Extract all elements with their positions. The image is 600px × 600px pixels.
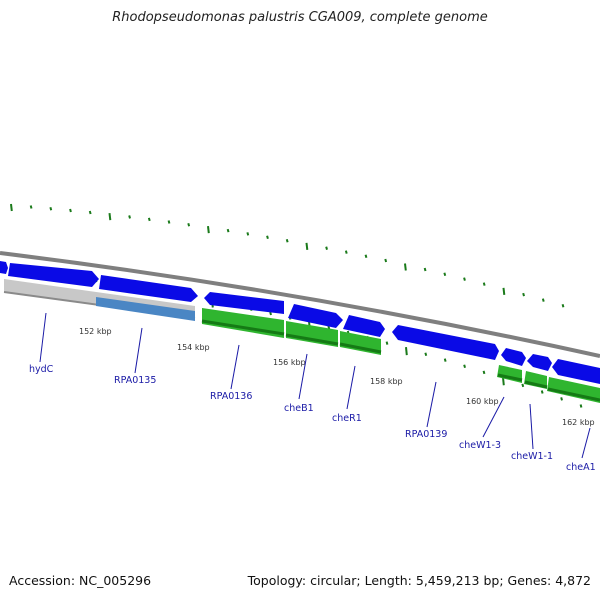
minor-tick bbox=[88, 210, 92, 215]
minor-tick bbox=[482, 282, 486, 286]
scale-label: 160 kbp bbox=[466, 397, 499, 406]
gene-arrow[interactable] bbox=[343, 315, 385, 337]
leader-line bbox=[134, 327, 143, 374]
minor-tick bbox=[561, 304, 565, 308]
major-tick bbox=[207, 225, 210, 234]
major-tick bbox=[10, 203, 13, 212]
scale-label: 158 kbp bbox=[370, 377, 403, 386]
cds-stripe bbox=[524, 380, 548, 389]
leader-line bbox=[39, 312, 47, 363]
minor-tick bbox=[541, 298, 545, 302]
cds-stripe bbox=[285, 333, 339, 346]
gene-arrow[interactable] bbox=[288, 304, 343, 328]
cds-stripe bbox=[497, 373, 523, 382]
leader-line bbox=[581, 427, 591, 459]
gene-label[interactable]: cheW1-1 bbox=[511, 451, 553, 462]
leader-line bbox=[298, 353, 308, 400]
scale-label: 162 kbp bbox=[562, 418, 595, 427]
minor-tick bbox=[463, 364, 466, 368]
gene-label[interactable]: cheW1-3 bbox=[459, 440, 501, 451]
feature-track bbox=[3, 279, 600, 403]
minor-tick bbox=[540, 390, 544, 394]
minor-tick bbox=[285, 238, 289, 243]
cds-stripe bbox=[547, 387, 600, 402]
gene-label[interactable]: RPA0135 bbox=[114, 375, 156, 386]
gene-arrow[interactable] bbox=[204, 292, 284, 314]
minor-tick bbox=[521, 383, 525, 388]
minor-tick bbox=[385, 341, 389, 345]
minor-tick bbox=[463, 277, 466, 281]
minor-tick bbox=[246, 232, 250, 236]
minor-tick bbox=[69, 208, 72, 213]
genome-backbone bbox=[0, 251, 600, 358]
gene-arrow[interactable] bbox=[527, 354, 552, 371]
gene-arrow[interactable] bbox=[392, 325, 499, 360]
major-tick bbox=[404, 263, 407, 271]
gene-arrow[interactable] bbox=[552, 359, 600, 384]
major-tick bbox=[108, 213, 112, 221]
cds-stripe bbox=[339, 342, 382, 354]
scale-label: 154 kbp bbox=[177, 343, 210, 352]
major-tick bbox=[502, 287, 506, 295]
minor-tick bbox=[443, 272, 447, 277]
minor-tick bbox=[384, 258, 388, 263]
minor-tick bbox=[443, 358, 447, 362]
gene-arrow[interactable] bbox=[99, 275, 198, 302]
minor-tick bbox=[167, 220, 171, 224]
scale-labels: 152 kbp 154 kbp 156 kbp 158 kbp 160 kbp … bbox=[79, 327, 595, 427]
cds-stripe bbox=[201, 319, 285, 336]
major-tick bbox=[405, 347, 408, 356]
minor-tick bbox=[147, 217, 151, 222]
leader-line bbox=[426, 381, 437, 428]
accession-text: Accession: NC_005296 bbox=[9, 573, 152, 588]
gene-label[interactable]: hydC bbox=[29, 364, 54, 375]
minor-tick bbox=[187, 222, 191, 227]
minor-tick bbox=[325, 246, 328, 250]
label-leaders bbox=[39, 312, 591, 459]
minor-tick bbox=[424, 352, 428, 357]
leader-line bbox=[230, 344, 240, 390]
minor-tick bbox=[579, 404, 583, 408]
leader-line bbox=[482, 396, 505, 438]
gene-label[interactable]: RPA0139 bbox=[405, 429, 447, 440]
minor-tick bbox=[226, 228, 230, 233]
outer-tick-row bbox=[10, 203, 565, 308]
minor-tick bbox=[344, 250, 348, 254]
gene-arrow[interactable] bbox=[8, 263, 99, 287]
minor-tick bbox=[266, 235, 269, 239]
gene-label[interactable]: cheR1 bbox=[332, 413, 362, 424]
minor-tick bbox=[522, 292, 525, 297]
minor-tick bbox=[269, 311, 272, 316]
gene-label[interactable]: cheA1 bbox=[566, 462, 596, 473]
gene-arrow[interactable] bbox=[501, 348, 526, 366]
major-tick bbox=[502, 377, 505, 386]
minor-tick bbox=[423, 267, 427, 272]
genome-summary-text: Topology: circular; Length: 5,459,213 bp… bbox=[247, 573, 591, 588]
minor-tick bbox=[128, 215, 131, 219]
minor-tick bbox=[482, 370, 486, 375]
leader-line bbox=[346, 365, 356, 410]
major-tick bbox=[305, 242, 309, 250]
gene-labels: hydC RPA0135 RPA0136 cheB1 cheR1 RPA0139… bbox=[29, 364, 596, 473]
leader-line bbox=[529, 403, 534, 450]
minor-tick bbox=[29, 205, 33, 209]
scale-label: 152 kbp bbox=[79, 327, 112, 336]
minor-tick bbox=[560, 397, 563, 401]
minor-tick bbox=[49, 206, 53, 211]
misc-feature-bar[interactable] bbox=[96, 297, 195, 321]
forward-gene-track bbox=[0, 261, 600, 384]
scale-label: 156 kbp bbox=[273, 358, 306, 367]
gene-arrow[interactable] bbox=[0, 261, 8, 274]
gene-label[interactable]: cheB1 bbox=[284, 403, 314, 414]
minor-tick bbox=[364, 254, 368, 259]
gene-label[interactable]: RPA0136 bbox=[210, 391, 252, 402]
map-title: Rhodopseudomonas palustris CGA009, compl… bbox=[112, 10, 488, 25]
